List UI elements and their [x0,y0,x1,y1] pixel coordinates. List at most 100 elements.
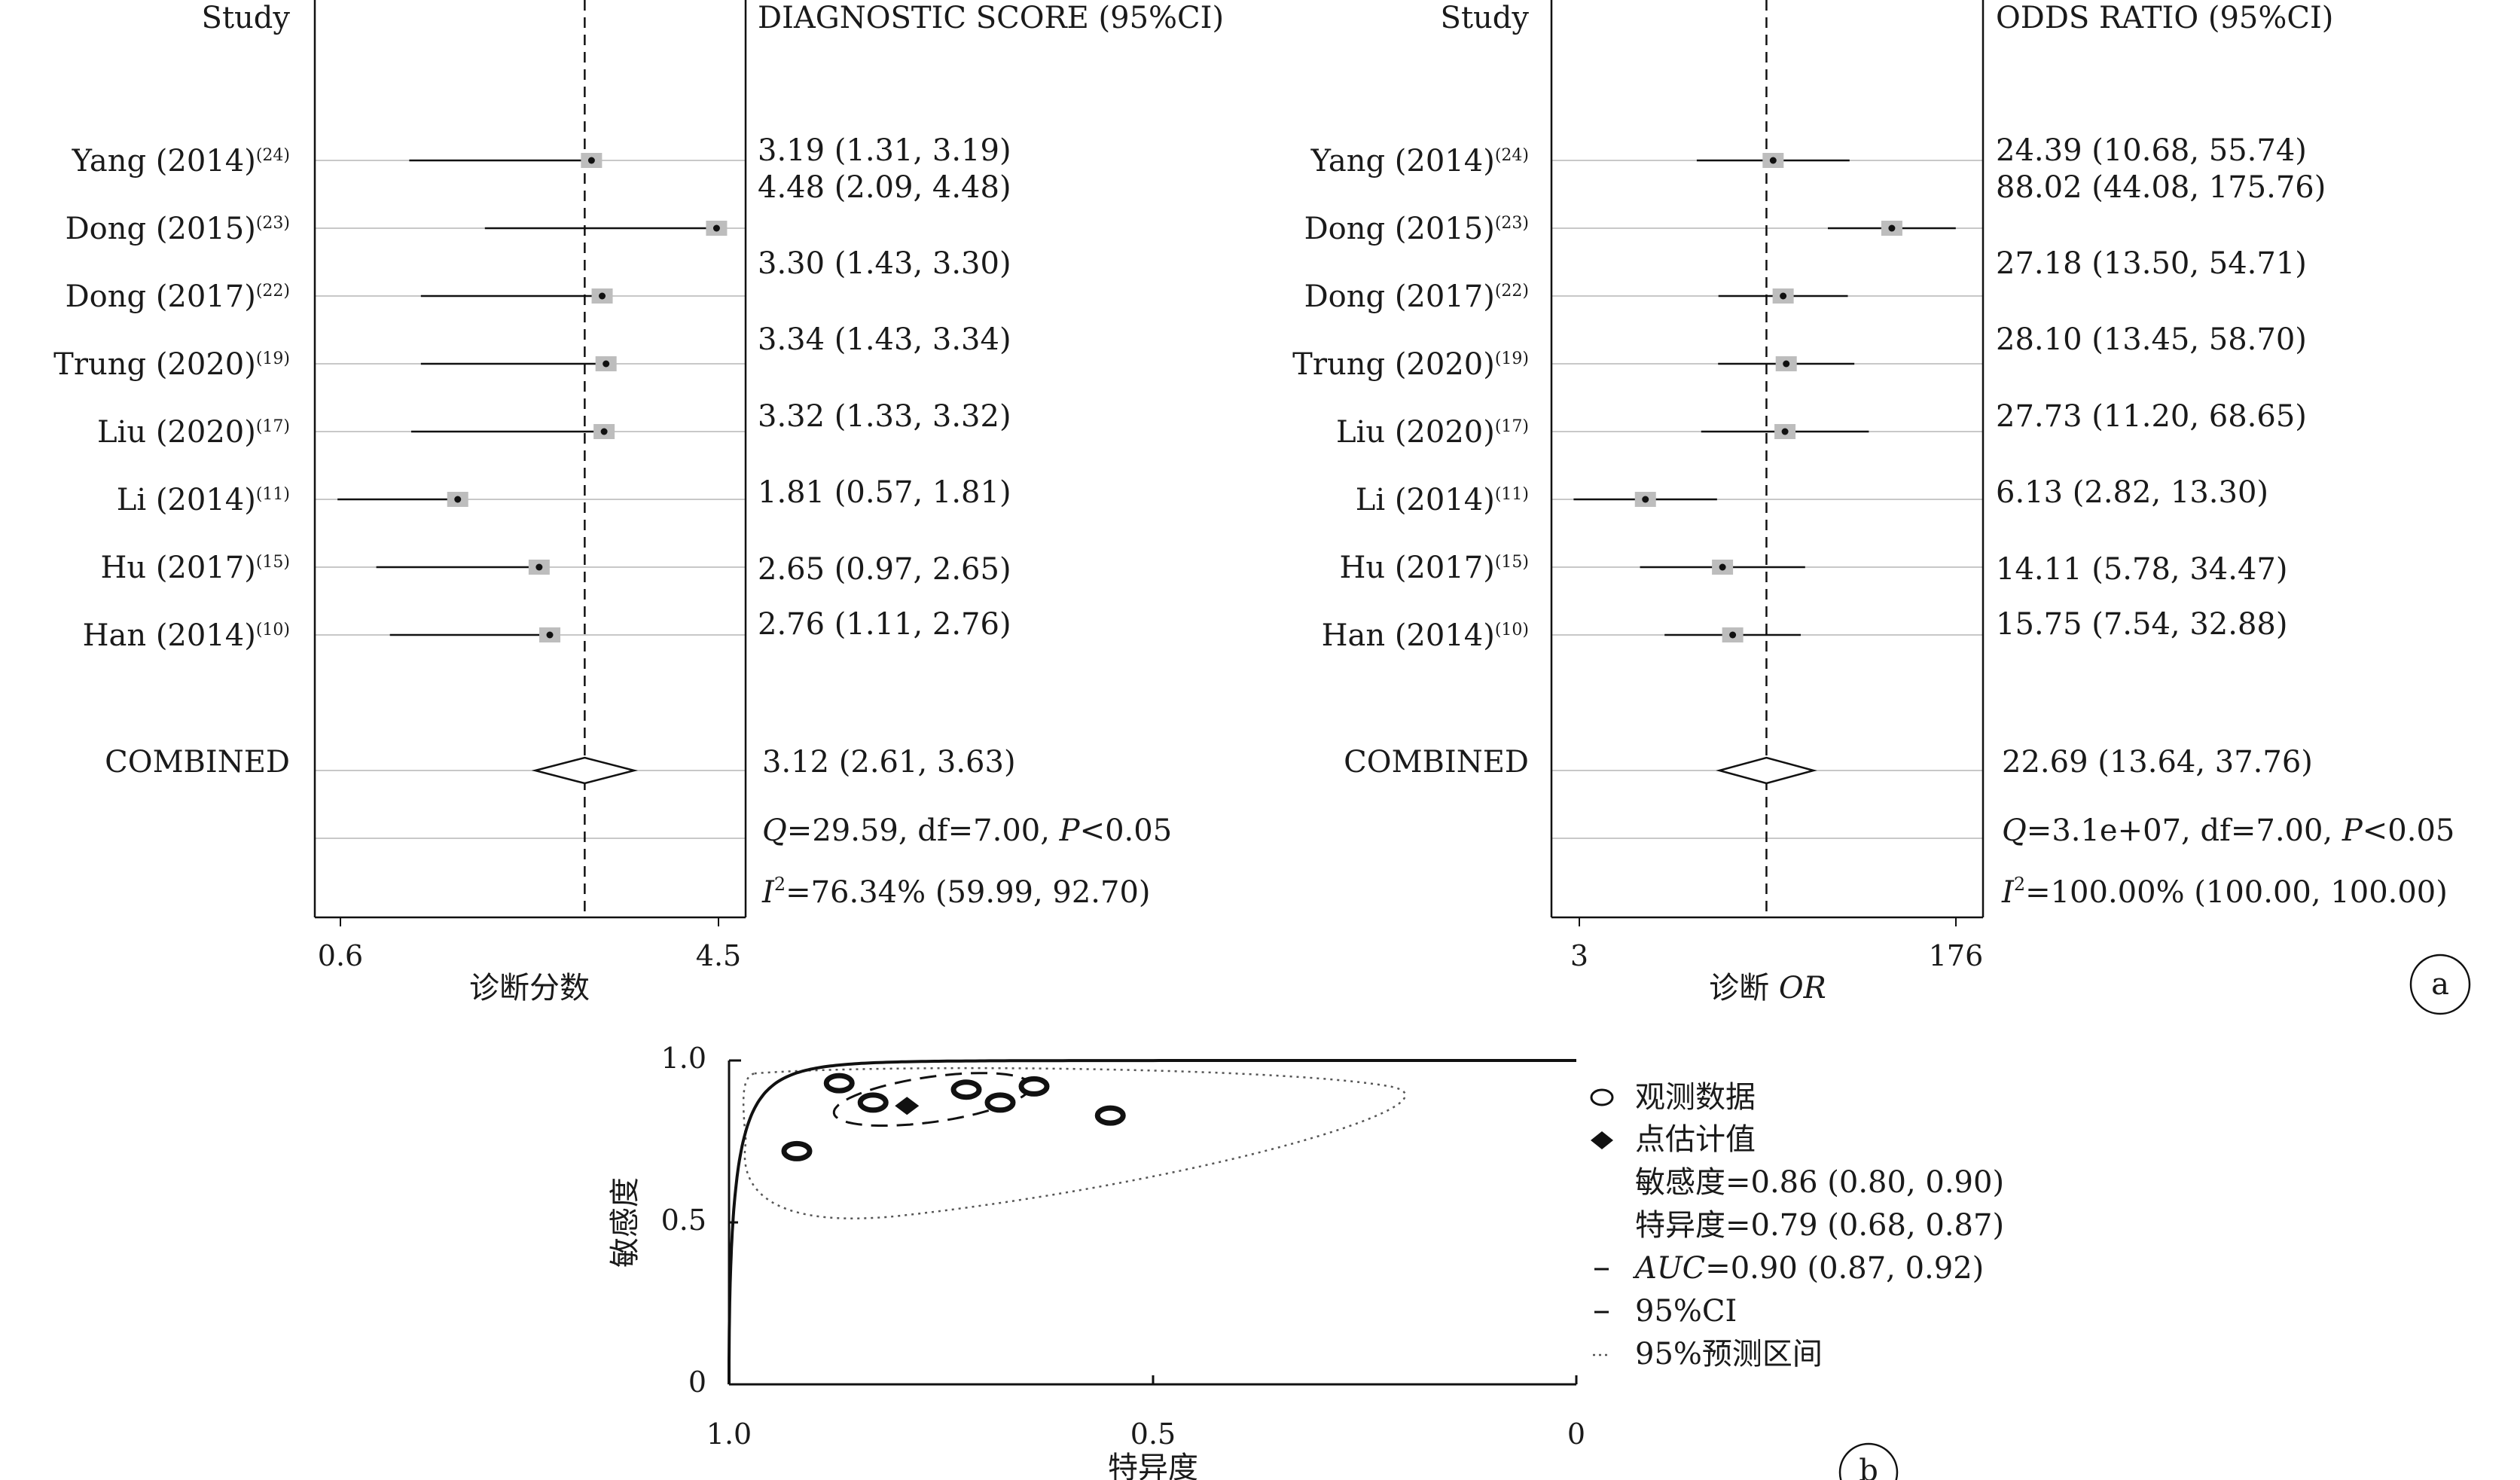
legend-sensitivity-value: 敏感度=0.86 (0.80, 0.90) [1635,1165,2004,1200]
forest1-x-tick-0: 0.6 [318,939,363,972]
sroc-prediction-region [742,1067,1407,1219]
forest1-ci-labels: 3.19 (1.31, 3.19)4.48 (2.09, 4.48) 3.30 (… [758,133,1011,642]
forest2-study-marks [1573,153,1956,785]
forest1-study-point [600,428,608,435]
forest2-study-name: Yang (2014)(24) [1310,144,1529,179]
sroc-observed-point [1018,1076,1050,1097]
forest1-study-name: Han (2014)(10) [83,618,290,653]
forest1-heterogeneity-i2: I2=76.34% (59.99, 92.70) [761,874,1151,910]
forest1-study-point [599,292,606,300]
forest2-x-axis-label: 诊断 OR [1709,971,1826,1005]
forest1-study-point [546,631,554,639]
forest2-study-point [1769,157,1777,164]
forest1-study-name: Li (2014)(11) [117,483,290,517]
forest1-study-ci-text: 3.32 (1.33, 3.32) [758,399,1011,434]
forest1-study-point [603,360,610,368]
forest1-study-ci-text: 2.65 (0.97, 2.65) [758,552,1011,587]
sroc-y-tick-top: 1.0 [661,1042,706,1075]
forest2-study-point [1729,631,1737,639]
forest2-study-name: Li (2014)(11) [1356,483,1529,517]
forest2-combined-diamond [1716,756,1817,785]
forest2-study-point [1783,360,1790,368]
forest1-study-ci-text: 2.76 (1.11, 2.76) [758,607,1011,642]
forest1-study-ci-text: 3.34 (1.43, 3.34) [758,322,1011,357]
forest1-study-names: Yang (2014)(24) Dong (2015)(23) Dong (2017… [53,144,290,653]
legend-prediction-label: 95%预测区间 [1635,1337,1823,1372]
legend-summary-label: 点估计值 [1635,1122,1756,1157]
forest1-study-ci-text: 4.48 (2.09, 4.48) [758,170,1011,205]
legend-ci-label: 95%CI [1635,1294,1737,1329]
legend-observed-marker [1590,1088,1614,1106]
forest1-heterogeneity-q: Q=29.59, df=7.00, P<0.05 [762,813,1172,848]
sroc-y-tick-mid: 0.5 [661,1204,706,1237]
legend-summary-marker [1591,1131,1613,1149]
forest2-study-ci-text: 27.18 (13.50, 54.71) [1996,246,2307,281]
forest1-x-axis-label: 诊断分数 [469,971,590,1005]
forest2-heterogeneity-q: Q=3.1e+07, df=7.00, P<0.05 [2002,813,2454,848]
forest2-x-tick-1: 176 [1929,939,1984,972]
forest-plot-odds-ratio: Study ODDS RATIO (95%CI) Yang (2014)(24)… [1292,0,2454,1005]
forest2-study-ci-text: 27.73 (11.20, 68.65) [1996,399,2307,434]
forest2-combined-label: COMBINED [1344,745,1529,780]
forest2-study-ci-text: 6.13 (2.82, 13.30) [1996,475,2268,510]
forest2-study-point [1781,428,1789,435]
sroc-y-axis-label: 敏感度 [608,1177,642,1268]
sroc-x-tick-mid: 0.5 [1130,1417,1176,1451]
sroc-legend: 观测数据 点估计值 敏感度=0.86 (0.80, 0.90) 特异度=0.79… [1590,1080,2004,1372]
sroc-observed-point [857,1092,889,1113]
forest2-study-name: Dong (2015)(23) [1304,212,1529,246]
forest1-study-ci-text: 1.81 (0.57, 1.81) [758,475,1011,510]
sroc-observed-points [781,1073,1126,1161]
forest1-study-ci-text: 3.19 (1.31, 3.19) [758,133,1011,168]
forest1-study-name: Liu (2020)(17) [97,415,290,450]
forest1-x-tick-1: 4.5 [696,939,741,972]
sroc-observed-point [823,1073,855,1094]
forest2-study-ci-text: 28.10 (13.45, 58.70) [1996,322,2307,357]
forest1-study-ci-text: 3.30 (1.43, 3.30) [758,246,1011,281]
panel-label-b-circle [1838,1442,1899,1480]
forest2-study-name: Trung (2020)(19) [1292,347,1529,382]
forest2-study-point [1719,563,1726,571]
forest2-study-point [1888,224,1896,232]
forest1-study-name: Dong (2017)(22) [66,279,290,314]
forest1-study-point [454,496,462,503]
legend-observed-label: 观测数据 [1635,1080,1756,1115]
forest2-combined-ci-text: 22.69 (13.64, 37.76) [2002,745,2313,780]
forest2-study-ci-text: 15.75 (7.54, 32.88) [1996,607,2287,642]
sroc-observed-point [781,1140,813,1161]
forest2-study-name: Hu (2017)(15) [1339,551,1529,585]
forest2-study-header: Study [1441,1,1530,35]
forest2-study-ci-text: 14.11 (5.78, 34.47) [1996,552,2287,587]
sroc-observed-point [984,1092,1016,1113]
forest1-study-name: Hu (2017)(15) [100,551,290,585]
forest2-study-ci-text: 24.39 (10.68, 55.74) [1996,133,2307,168]
panel-label-a-circle [2409,954,2471,1015]
sroc-x-tick-right: 0 [1567,1417,1585,1451]
forest1-study-marks [337,153,728,785]
forest1-combined-label: COMBINED [105,745,290,780]
forest2-heterogeneity-i2: I2=100.00% (100.00, 100.00) [2001,874,2448,910]
forest2-ci-labels: 24.39 (10.68, 55.74)88.02 (44.08, 175.76… [1996,133,2326,642]
forest2-estimate-header: ODDS RATIO (95%CI) [1996,1,2333,35]
panel-label-b: b [1859,1454,1878,1480]
forest2-study-point [1780,292,1787,300]
panel-label-a: a [2431,967,2449,1002]
forest1-combined-ci-text: 3.12 (2.61, 3.63) [762,745,1016,780]
forest2-study-ci-text: 88.02 (44.08, 175.76) [1996,170,2326,205]
forest1-study-point [587,157,595,164]
forest1-study-name: Dong (2015)(23) [66,212,290,246]
forest1-estimate-header: DIAGNOSTIC SCORE (95%CI) [758,1,1224,35]
forest2-study-names: Yang (2014)(24) Dong (2015)(23) Dong (2017… [1292,144,1529,653]
forest1-combined-diamond [531,756,639,785]
forest1-study-header: Study [202,1,291,35]
sroc-x-axis-label: 特异度 [1108,1451,1198,1480]
sroc-x-tick-left: 1.0 [706,1417,752,1451]
forest2-x-tick-0: 3 [1570,939,1588,972]
sroc-observed-point [950,1079,982,1100]
forest1-study-point [535,563,543,571]
forest2-study-name: Han (2014)(10) [1322,618,1529,653]
sroc-confidence-region [832,1072,1033,1127]
sroc-curve-line [728,1059,1576,1384]
forest2-study-point [1642,496,1649,503]
